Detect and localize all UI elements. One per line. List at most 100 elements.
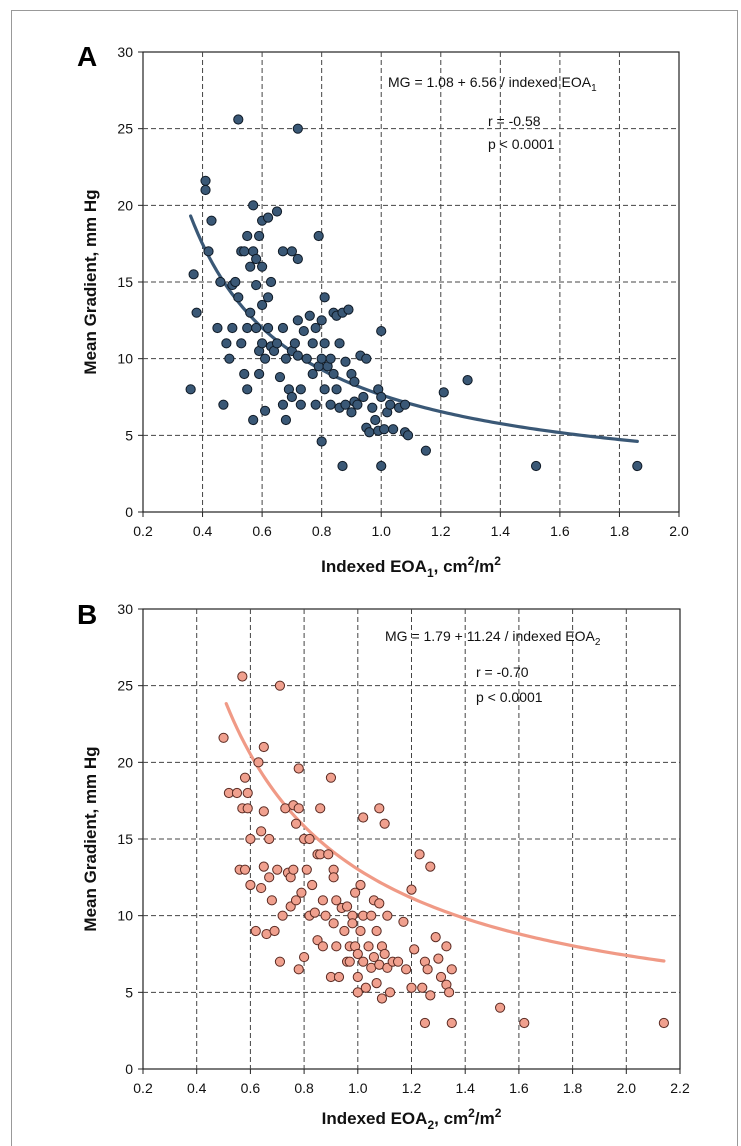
data-point (320, 910, 331, 921)
x-tick-label: 1.4 (491, 523, 511, 539)
data-point (358, 391, 369, 403)
data-point (325, 353, 336, 364)
data-point (339, 925, 350, 937)
data-point (361, 353, 372, 364)
data-point (245, 307, 256, 318)
data-point (227, 322, 238, 334)
data-point (341, 901, 353, 912)
data-point (277, 910, 288, 921)
x-tick-label: 1.2 (431, 523, 451, 539)
x-tick-label: 0.4 (193, 523, 213, 539)
figure-frame (11, 10, 738, 1146)
data-point (280, 353, 292, 364)
data-point (364, 427, 375, 438)
x-tick-label: 0.8 (294, 1080, 314, 1096)
data-point (366, 910, 377, 921)
data-point (462, 375, 473, 386)
data-point (409, 944, 420, 955)
x-tick-label: 2.2 (670, 1080, 690, 1096)
data-point (293, 964, 304, 975)
data-point (242, 803, 253, 814)
y-tick-label: 20 (117, 197, 133, 213)
data-point (200, 175, 211, 186)
data-point (441, 941, 452, 952)
data-point (340, 399, 351, 410)
data-point (256, 826, 267, 837)
data-point (346, 407, 357, 418)
data-point (239, 246, 250, 257)
data-point (392, 956, 404, 967)
data-point (379, 818, 390, 829)
data-point (295, 399, 306, 410)
r-annotation: r = -0.70 (476, 664, 529, 680)
data-point (350, 887, 361, 898)
panel-letter: A (77, 41, 97, 72)
data-point (307, 879, 318, 891)
data-point (277, 322, 289, 334)
data-point (290, 895, 302, 906)
data-point (293, 763, 304, 774)
data-point (433, 953, 444, 964)
data-point (385, 399, 396, 410)
data-point (248, 414, 259, 426)
data-point (352, 971, 363, 983)
y-tick-label: 5 (125, 984, 133, 1000)
y-tick-label: 30 (117, 601, 133, 617)
y-axis-label: Mean Gradient, mm Hg (81, 746, 100, 931)
data-point (292, 315, 303, 326)
data-point (352, 399, 363, 410)
x-axis-label: Indexed EOA1, cm2/m2 (321, 554, 501, 580)
data-point (519, 1017, 530, 1029)
data-point (277, 246, 289, 257)
data-point (446, 964, 457, 975)
y-tick-label: 10 (117, 908, 133, 924)
data-point (343, 304, 354, 315)
data-point (316, 436, 327, 447)
data-point (355, 879, 366, 891)
data-point (313, 230, 324, 242)
data-point (370, 414, 381, 426)
x-tick-label: 0.6 (241, 1080, 261, 1096)
data-point (206, 215, 217, 226)
data-point (272, 864, 283, 875)
data-point (340, 356, 351, 367)
data-point (242, 384, 253, 395)
x-axis-label: Indexed EOA2, cm2/m2 (322, 1106, 502, 1132)
data-point (438, 387, 449, 398)
data-point (334, 338, 345, 349)
data-point (218, 399, 229, 410)
panel-letter: B (77, 599, 97, 630)
data-point (265, 276, 277, 288)
data-point (292, 350, 303, 361)
data-point (358, 812, 369, 823)
data-point (277, 399, 289, 410)
data-point (212, 322, 223, 334)
data-point (257, 338, 268, 349)
data-point (530, 460, 542, 472)
data-point (253, 757, 264, 768)
x-tick-label: 1.8 (563, 1080, 583, 1096)
data-point (259, 405, 271, 416)
data-point (200, 184, 211, 196)
data-point (254, 368, 265, 380)
y-tick-label: 20 (117, 754, 133, 770)
equation-annotation: MG = 1.79 + 11.24 / indexed EOA2 (385, 628, 601, 648)
y-tick-label: 0 (125, 504, 133, 520)
data-point (316, 315, 327, 326)
data-point (355, 925, 366, 937)
data-point (231, 787, 243, 799)
data-point (420, 445, 431, 456)
fit-curve (224, 702, 666, 963)
data-point (251, 322, 262, 334)
data-point (259, 353, 271, 364)
data-point (328, 872, 339, 883)
data-point (286, 246, 297, 257)
data-point (331, 384, 342, 395)
data-point (374, 803, 385, 814)
data-point (274, 680, 286, 691)
data-point (296, 887, 307, 898)
data-point (218, 732, 229, 743)
data-point (245, 261, 256, 272)
data-point (309, 907, 320, 918)
